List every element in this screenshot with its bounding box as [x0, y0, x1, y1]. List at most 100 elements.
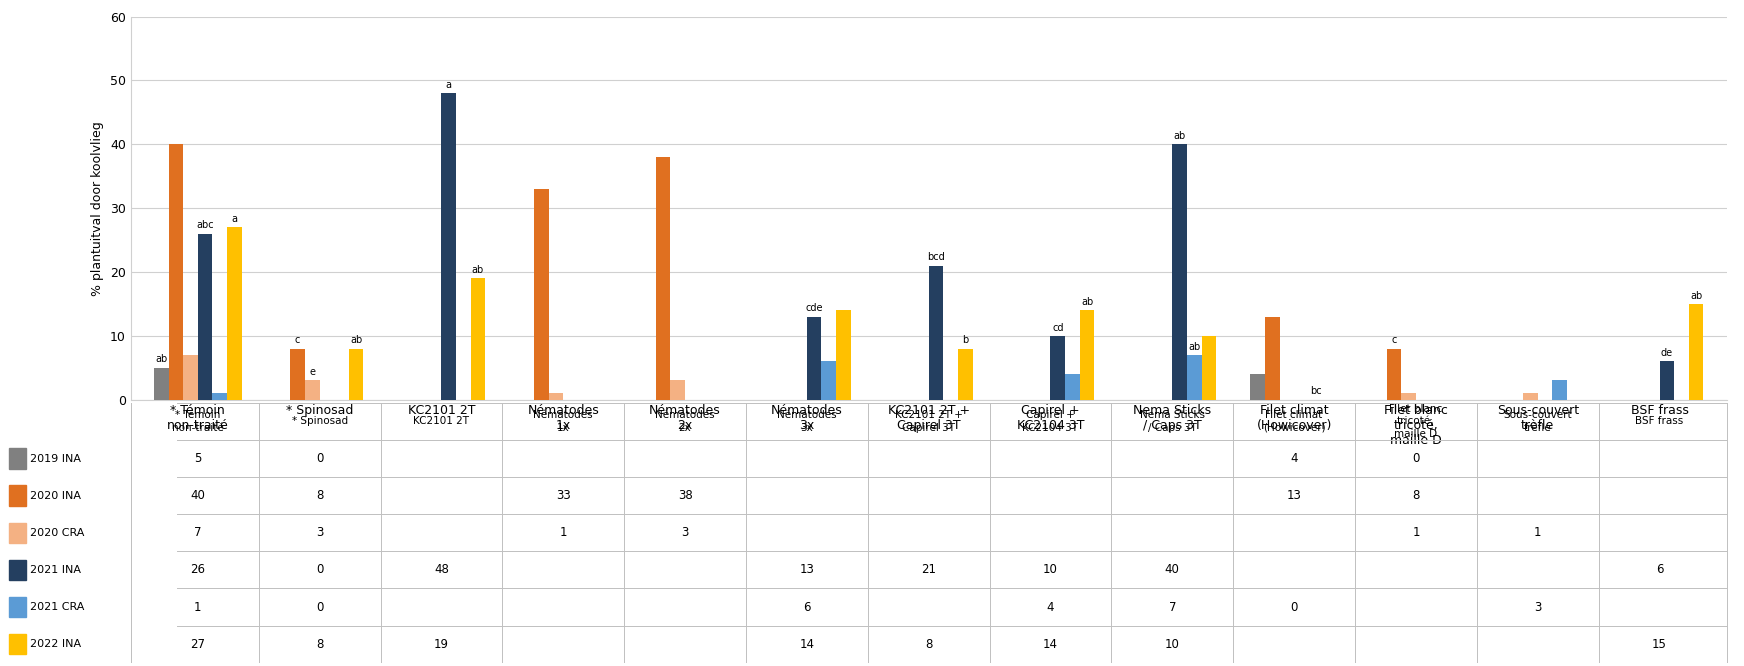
Text: c: c: [1392, 336, 1397, 346]
Text: e: e: [309, 367, 316, 377]
Text: ab: ab: [1188, 342, 1200, 352]
Text: KC2101 2T: KC2101 2T: [413, 416, 469, 426]
Text: 7: 7: [1168, 601, 1175, 613]
Text: 21: 21: [921, 563, 937, 576]
Bar: [1066, 374, 1080, 400]
Text: 40: 40: [1165, 563, 1179, 576]
Text: Nématodes
1x: Nématodes 1x: [534, 410, 593, 433]
Bar: [349, 348, 363, 400]
Text: 2020 INA: 2020 INA: [30, 491, 80, 501]
Text: ab: ab: [1690, 290, 1702, 300]
Bar: [1660, 361, 1674, 400]
Text: cde: cde: [806, 304, 823, 314]
Text: 1: 1: [1413, 526, 1420, 539]
Bar: [835, 310, 851, 400]
Bar: [656, 157, 670, 400]
Text: 2021 CRA: 2021 CRA: [30, 602, 84, 612]
Text: 8: 8: [924, 637, 933, 651]
FancyBboxPatch shape: [9, 559, 26, 580]
Text: 1: 1: [560, 526, 567, 539]
FancyBboxPatch shape: [9, 523, 26, 543]
Text: 26: 26: [190, 563, 206, 576]
Text: 6: 6: [804, 601, 811, 613]
Text: * Témoin
non-traité: * Témoin non-traité: [173, 410, 223, 433]
Bar: [957, 348, 973, 400]
Text: 13: 13: [1287, 490, 1301, 502]
Text: 2022 INA: 2022 INA: [30, 639, 80, 649]
Text: 10: 10: [1165, 637, 1179, 651]
Text: ab: ab: [155, 354, 167, 364]
Text: ab: ab: [351, 336, 363, 346]
Text: Nématodes
3x: Nématodes 3x: [778, 410, 837, 433]
Text: 0: 0: [316, 452, 323, 465]
Bar: [670, 380, 685, 400]
Text: Nema Sticks
/ Caps 3T: Nema Sticks / Caps 3T: [1141, 410, 1205, 433]
Text: cd: cd: [1052, 322, 1064, 332]
Text: 0: 0: [1291, 601, 1298, 613]
Bar: [197, 234, 213, 400]
Text: 0: 0: [316, 601, 323, 613]
Text: 0: 0: [1413, 452, 1420, 465]
Text: Filet blanc
tricoté,
maille D: Filet blanc tricoté, maille D: [1390, 404, 1442, 439]
Text: de: de: [1660, 348, 1672, 358]
Text: 8: 8: [316, 637, 323, 651]
Bar: [1188, 355, 1202, 400]
Bar: [1386, 348, 1402, 400]
Text: 2021 INA: 2021 INA: [30, 565, 80, 575]
Text: 8: 8: [1413, 490, 1420, 502]
Text: 6: 6: [1655, 563, 1664, 576]
Text: abc: abc: [197, 220, 215, 230]
Text: 7: 7: [194, 526, 202, 539]
Bar: [183, 355, 197, 400]
Bar: [549, 393, 563, 400]
Bar: [534, 189, 549, 400]
Bar: [1552, 380, 1566, 400]
Text: a: a: [232, 214, 237, 224]
Text: 15: 15: [1652, 637, 1667, 651]
FancyBboxPatch shape: [9, 486, 26, 506]
Text: c: c: [295, 336, 300, 346]
Text: ab: ab: [1081, 297, 1093, 307]
Text: ab: ab: [473, 265, 485, 275]
Text: bc: bc: [1310, 386, 1322, 396]
Text: Nématodes
2x: Nématodes 2x: [656, 410, 715, 433]
Text: 3: 3: [682, 526, 689, 539]
Text: 14: 14: [1043, 637, 1059, 651]
Text: 8: 8: [316, 490, 323, 502]
Text: 4: 4: [1291, 452, 1298, 465]
Text: Capirel +
KC2104 3T: Capirel + KC2104 3T: [1022, 410, 1078, 433]
Bar: [1264, 316, 1280, 400]
FancyBboxPatch shape: [9, 634, 26, 654]
Text: Filet climat
(Howicover): Filet climat (Howicover): [1263, 410, 1325, 433]
Text: 13: 13: [799, 563, 814, 576]
FancyBboxPatch shape: [9, 597, 26, 617]
Text: 3: 3: [316, 526, 323, 539]
Bar: [290, 348, 305, 400]
Bar: [821, 361, 835, 400]
Bar: [1523, 393, 1538, 400]
Text: 14: 14: [799, 637, 814, 651]
Text: Sous-couvert
trèfle: Sous-couvert trèfle: [1503, 410, 1571, 433]
Text: 2020 CRA: 2020 CRA: [30, 527, 84, 538]
Text: 33: 33: [556, 490, 570, 502]
Bar: [1402, 393, 1416, 400]
Bar: [169, 145, 183, 400]
Text: ab: ab: [1174, 131, 1186, 141]
Text: 0: 0: [316, 563, 323, 576]
Bar: [1202, 336, 1216, 400]
FancyBboxPatch shape: [9, 448, 26, 469]
Bar: [807, 316, 821, 400]
Text: * Spinosad: * Spinosad: [291, 416, 347, 426]
Text: 38: 38: [678, 490, 692, 502]
Text: b: b: [963, 336, 968, 346]
Bar: [227, 227, 242, 400]
Text: KC2101 2T +
Capirel 3T: KC2101 2T + Capirel 3T: [895, 410, 963, 433]
Text: 1: 1: [194, 601, 202, 613]
Text: bcd: bcd: [928, 252, 945, 262]
Bar: [1050, 336, 1066, 400]
Text: 5: 5: [194, 452, 202, 465]
Y-axis label: % plantuitval door koolvlieg: % plantuitval door koolvlieg: [91, 121, 105, 296]
Text: 48: 48: [434, 563, 448, 576]
Bar: [928, 266, 944, 400]
Bar: [1172, 145, 1188, 400]
